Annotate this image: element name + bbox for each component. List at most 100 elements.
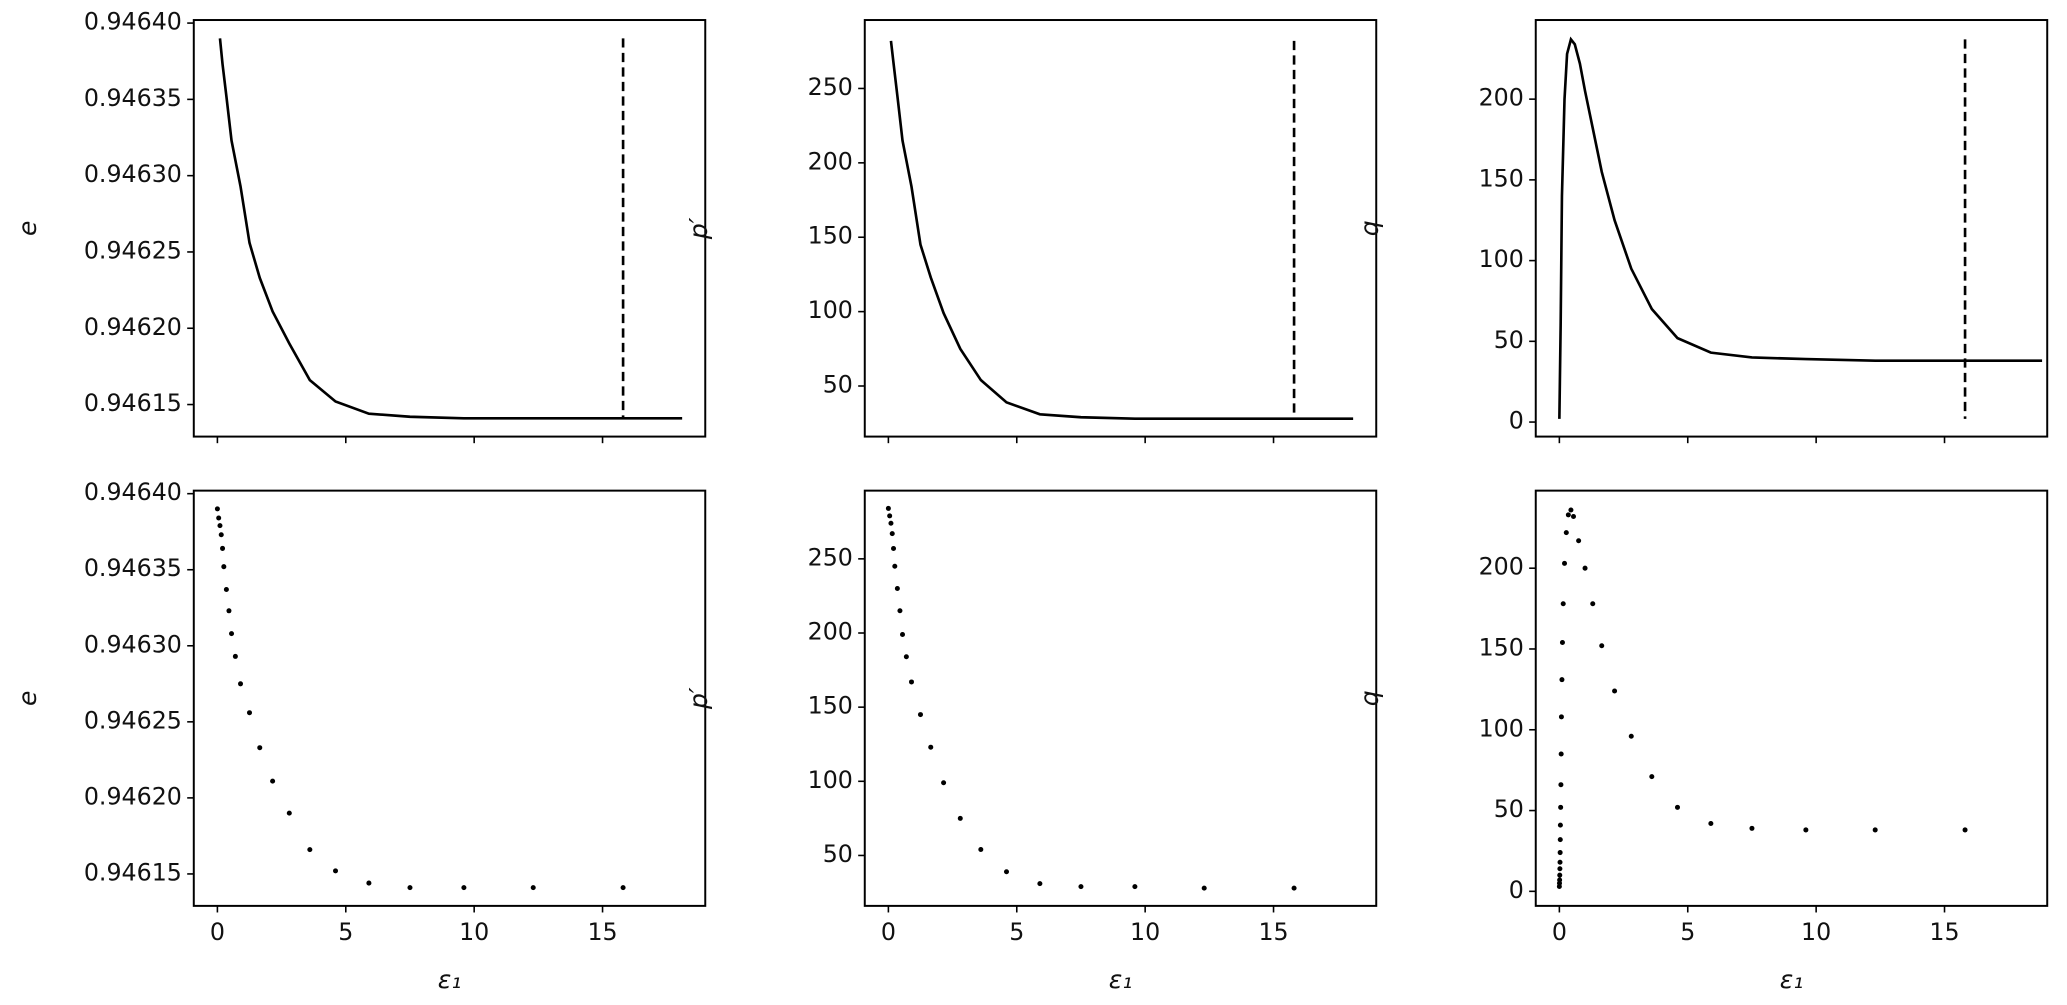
y-axis-label: q	[1355, 220, 1384, 236]
data-point	[1570, 513, 1576, 519]
x-tick-label: 10	[1801, 918, 1831, 946]
data-point	[307, 847, 313, 853]
data-point	[1557, 872, 1563, 878]
y-tick-label: 100	[808, 296, 853, 324]
plot-frame	[863, 19, 1378, 438]
y-axis-label: p′	[684, 687, 713, 710]
data-point	[1003, 869, 1010, 875]
x-tick-label: 0	[210, 918, 225, 946]
y-tick-label: 100	[1479, 714, 1524, 742]
data-point	[1557, 850, 1563, 856]
x-tick-label: 0	[1552, 918, 1567, 946]
subplot: 50 100 150 200 250 p′	[684, 19, 1378, 444]
data-point	[1599, 643, 1605, 649]
x-tick-label: 15	[1929, 918, 1959, 946]
data-point	[1291, 885, 1297, 891]
data-point	[1557, 877, 1563, 883]
data-line	[218, 38, 683, 420]
data-point	[1563, 530, 1569, 536]
y-tick-label: 0.94635	[84, 554, 182, 582]
data-point	[1562, 560, 1568, 566]
data-point	[1558, 751, 1564, 757]
data-point	[1576, 538, 1582, 544]
data-point	[1708, 820, 1714, 826]
y-tick-label: 0.94625	[84, 236, 182, 264]
y-tick-label: 200	[808, 147, 853, 175]
y-axis-label: e	[13, 691, 42, 706]
data-point	[887, 513, 893, 519]
data-point	[1037, 881, 1043, 887]
y-tick-label: 150	[1479, 633, 1524, 661]
data-point	[1749, 825, 1755, 831]
data-point	[1565, 512, 1571, 518]
data-point	[1649, 774, 1655, 780]
data-point	[216, 515, 222, 521]
data-point	[217, 523, 223, 529]
data-point	[270, 778, 276, 784]
y-tick-label: 0.94625	[84, 706, 182, 734]
y-tick-label: 50	[823, 840, 853, 868]
y-tick-label: 0.94630	[84, 160, 182, 188]
data-point	[1078, 884, 1084, 890]
data-point	[1557, 822, 1563, 828]
data-point	[897, 608, 903, 614]
data-point	[246, 710, 253, 716]
data-point	[1558, 804, 1564, 810]
data-point	[226, 608, 232, 614]
x-tick-label: 10	[459, 918, 489, 946]
data-point	[1557, 859, 1563, 865]
data-point	[1962, 827, 1968, 833]
data-point	[1612, 688, 1618, 694]
data-point	[1201, 885, 1207, 891]
data-point	[903, 654, 909, 660]
plot-frame	[863, 489, 1378, 907]
data-point	[1674, 804, 1680, 810]
x-tick-label: 15	[587, 918, 617, 946]
plot-frame	[1534, 489, 2049, 907]
subplot: 0 50 100 150 200 0 5 10 15 q ε₁	[1355, 489, 2049, 994]
data-point	[888, 520, 894, 526]
x-tick-label: 5	[338, 918, 353, 946]
subplot: 0.94615 0.94620 0.94625 0.94630 0.94635 0.946…	[13, 8, 707, 444]
x-tick-label: 5	[1009, 918, 1024, 946]
data-point	[238, 681, 244, 687]
data-line	[889, 40, 1354, 421]
data-point	[908, 679, 915, 685]
x-axis-label: ε₁	[1780, 965, 1804, 994]
data-point	[1132, 884, 1138, 890]
plot-frame	[192, 19, 707, 438]
y-tick-label: 150	[808, 222, 853, 250]
y-tick-label: 0	[1509, 407, 1524, 435]
y-tick-label: 100	[1479, 245, 1524, 273]
data-point	[885, 505, 891, 511]
data-point	[894, 586, 900, 592]
subplot: 0.94615 0.94620 0.94625 0.94630 0.94635 0.946…	[13, 478, 707, 994]
data-point	[900, 631, 906, 637]
x-axis-label: ε₁	[438, 965, 462, 994]
y-tick-label: 200	[1479, 84, 1524, 112]
data-point	[461, 885, 467, 891]
y-tick-label: 0.94630	[84, 630, 182, 658]
y-tick-label: 150	[808, 692, 853, 720]
y-tick-label: 0.94615	[84, 389, 182, 417]
data-point	[957, 815, 963, 821]
data-point	[891, 545, 897, 551]
data-point	[530, 885, 536, 891]
data-point	[223, 586, 229, 593]
data-point	[232, 653, 238, 659]
x-tick-label: 15	[1258, 918, 1288, 946]
data-point	[892, 563, 898, 569]
data-point	[407, 885, 413, 891]
data-point	[1628, 733, 1634, 739]
y-tick-label: 0.94640	[84, 478, 182, 506]
y-tick-label: 200	[1479, 553, 1524, 581]
data-point	[1557, 866, 1563, 872]
data-point	[889, 531, 895, 537]
x-axis-label: ε₁	[1109, 965, 1133, 994]
data-point	[1568, 507, 1574, 513]
y-axis-label: e	[13, 221, 42, 236]
plot-frame	[192, 489, 707, 907]
y-tick-label: 0.94640	[84, 8, 182, 36]
subplot: 0 50 100 150 200 q	[1355, 19, 2049, 444]
